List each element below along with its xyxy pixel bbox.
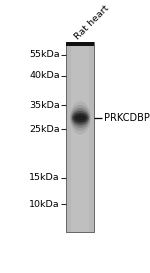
Text: 40kDa: 40kDa (29, 71, 60, 80)
Bar (66, 42, 94, 233)
Ellipse shape (73, 113, 87, 123)
Text: PRKCDBP: PRKCDBP (104, 113, 150, 123)
Bar (71, 42, 89, 233)
Ellipse shape (72, 111, 89, 125)
Ellipse shape (75, 115, 86, 121)
Text: 15kDa: 15kDa (29, 173, 60, 182)
Text: 25kDa: 25kDa (29, 125, 60, 134)
Bar (66, 42, 94, 46)
Text: Rat heart: Rat heart (73, 3, 110, 41)
Ellipse shape (71, 108, 90, 128)
Ellipse shape (70, 105, 90, 131)
Bar (66, 42, 94, 233)
Text: 35kDa: 35kDa (29, 101, 60, 110)
Text: 55kDa: 55kDa (29, 50, 60, 59)
Text: 10kDa: 10kDa (29, 200, 60, 209)
Ellipse shape (70, 101, 91, 135)
